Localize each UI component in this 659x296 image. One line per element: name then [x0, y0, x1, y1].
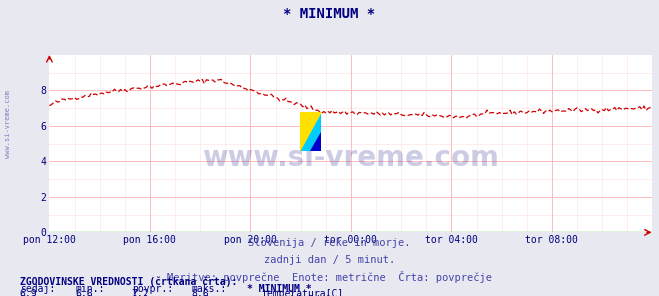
- Text: temperatura[C]: temperatura[C]: [262, 289, 344, 296]
- Text: 0,0: 0,0: [20, 295, 38, 296]
- Text: Slovenija / reke in morje.: Slovenija / reke in morje.: [248, 238, 411, 248]
- Polygon shape: [300, 112, 321, 151]
- Bar: [310, 112, 321, 151]
- Text: 6,6: 6,6: [76, 289, 94, 296]
- Text: ZGODOVINSKE VREDNOSTI (črtkana črta):: ZGODOVINSKE VREDNOSTI (črtkana črta):: [20, 277, 237, 287]
- Text: maks.:: maks.:: [191, 284, 226, 294]
- Text: 8,6: 8,6: [191, 289, 209, 296]
- Text: www.si-vreme.com: www.si-vreme.com: [5, 90, 11, 158]
- Text: zadnji dan / 5 minut.: zadnji dan / 5 minut.: [264, 255, 395, 265]
- Text: min.:: min.:: [76, 284, 105, 294]
- Polygon shape: [300, 112, 321, 151]
- Text: * MINIMUM *: * MINIMUM *: [247, 284, 312, 294]
- Text: www.si-vreme.com: www.si-vreme.com: [202, 144, 500, 172]
- Text: povpr.:: povpr.:: [132, 284, 173, 294]
- Text: 0,0: 0,0: [191, 295, 209, 296]
- Text: pretok[m3/s]: pretok[m3/s]: [262, 295, 332, 296]
- Text: 6,9: 6,9: [20, 289, 38, 296]
- Text: sedaj:: sedaj:: [20, 284, 55, 294]
- Text: Meritve: povprečne  Enote: metrične  Črta: povprečje: Meritve: povprečne Enote: metrične Črta:…: [167, 271, 492, 283]
- Text: 0,0: 0,0: [76, 295, 94, 296]
- Text: * MINIMUM *: * MINIMUM *: [283, 7, 376, 21]
- Polygon shape: [310, 132, 321, 151]
- Bar: [300, 112, 310, 151]
- Text: 7,2: 7,2: [132, 289, 150, 296]
- Text: 0,0: 0,0: [132, 295, 150, 296]
